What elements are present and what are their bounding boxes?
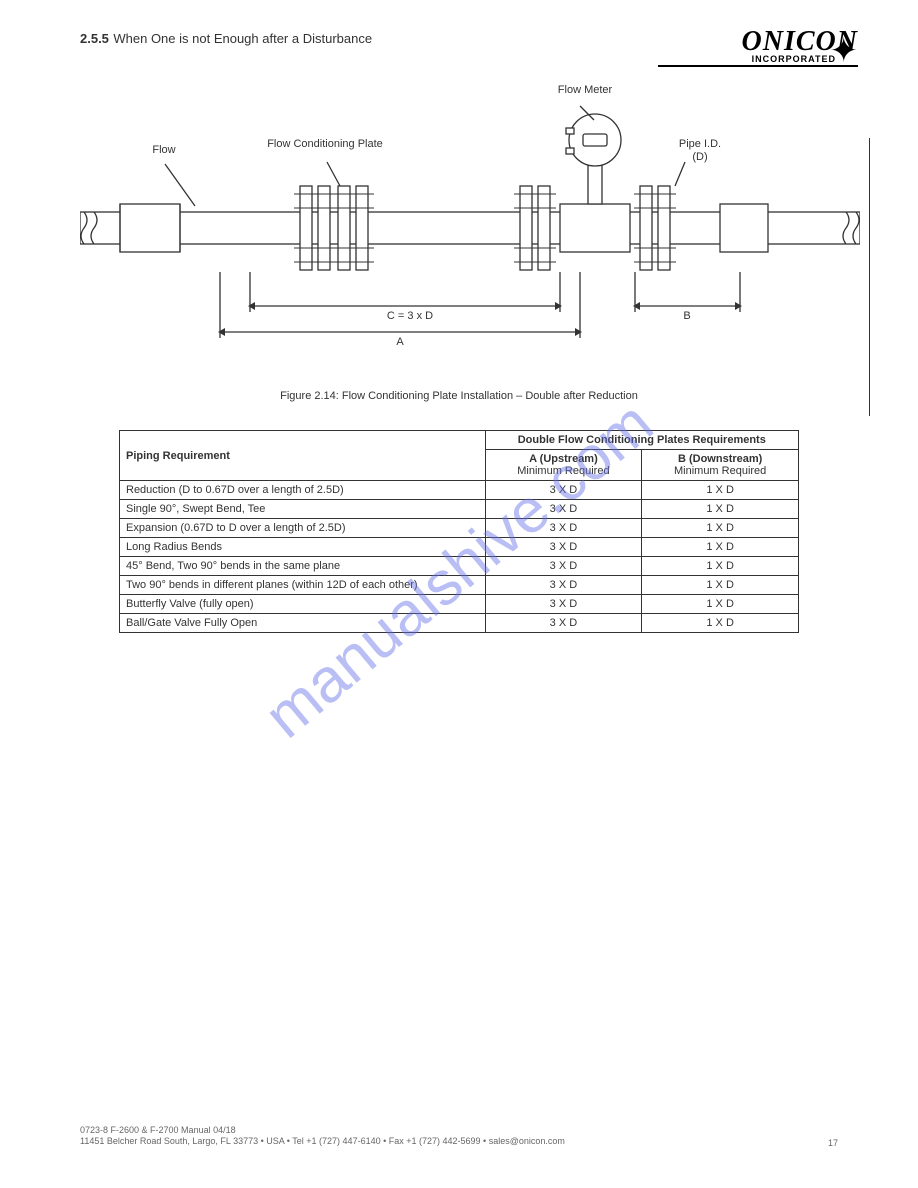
dim-b: B [672, 310, 702, 322]
section-number: 2.5.5 [80, 31, 109, 46]
figure-svg [80, 54, 860, 384]
dim-a: A [380, 336, 420, 348]
footer-page-number: 17 [828, 1138, 838, 1148]
figure-caption: Figure 2.14: Flow Conditioning Plate Ins… [80, 390, 838, 402]
table-body: Reduction (D to 0.67D over a length of 2… [120, 481, 799, 633]
table-header-main: Double Flow Conditioning Plates Requirem… [485, 431, 798, 450]
section-title: When One is not Enough after a Disturban… [113, 31, 372, 46]
label-conditioning-plate: Flow Conditioning Plate [260, 138, 390, 151]
table-row: Long Radius Bends3 X D1 X D [120, 538, 799, 557]
table-row: Two 90° bends in different planes (withi… [120, 576, 799, 595]
footer-doc-id: 0723-8 F-2600 & F-2700 Manual 04/18 [80, 1125, 565, 1137]
table-row: Single 90°, Swept Bend, Tee3 X D1 X D [120, 500, 799, 519]
table-row: 45° Bend, Two 90° bends in the same plan… [120, 557, 799, 576]
table-header-upstream: A (Upstream) Minimum Required [485, 450, 642, 481]
table-row: Expansion (0.67D to D over a length of 2… [120, 519, 799, 538]
logo-text-top: ONICON [658, 28, 858, 56]
table-row: Reduction (D to 0.67D over a length of 2… [120, 481, 799, 500]
table-header-downstream: B (Downstream) Minimum Required [642, 450, 799, 481]
label-pipe-id: Pipe I.D. (D) [660, 138, 740, 164]
label-flow-profile: Flow [134, 144, 194, 157]
page-margin-rule [869, 138, 870, 416]
table-row: Butterfly Valve (fully open)3 X D1 X D [120, 595, 799, 614]
requirements-table: Piping Requirement Double Flow Condition… [119, 430, 799, 633]
dim-c: C = 3 x D [370, 310, 450, 322]
table-row: Ball/Gate Valve Fully Open3 X D1 X D [120, 614, 799, 633]
footer-company-line: 11451 Belcher Road South, Largo, FL 3377… [80, 1136, 565, 1148]
table-header-piping: Piping Requirement [120, 431, 486, 481]
installation-figure: Flow Flow Conditioning Plate Flow Meter … [80, 54, 838, 384]
page-footer: 0723-8 F-2600 & F-2700 Manual 04/18 1145… [80, 1125, 838, 1148]
label-flow-meter: Flow Meter [540, 84, 630, 97]
